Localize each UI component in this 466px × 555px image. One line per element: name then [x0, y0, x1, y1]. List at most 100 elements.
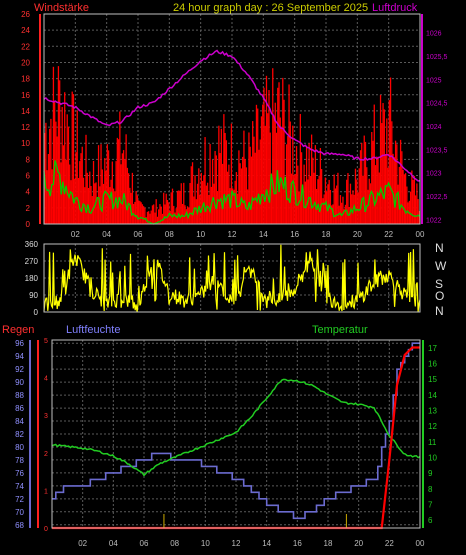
wind-bar — [143, 206, 145, 224]
wind-bar — [388, 100, 390, 224]
wind-bar — [260, 116, 263, 224]
wind-bar — [110, 179, 112, 224]
wind-bar — [114, 191, 116, 224]
humidity-tick-label: 78 — [15, 456, 24, 465]
wind-bar — [209, 143, 211, 224]
wind-bar — [396, 144, 398, 224]
wind-bar — [70, 180, 72, 224]
temperature-tick-label: 16 — [428, 360, 437, 369]
wind-bar — [313, 172, 315, 224]
humidity-tick-label: 94 — [15, 352, 24, 361]
wind-bar — [120, 164, 122, 224]
wind-bar — [149, 213, 151, 224]
wind-bar — [97, 145, 100, 224]
rain-tick-label: 4 — [44, 376, 48, 383]
wind-bar — [111, 161, 113, 224]
y-tick-label-left: 26 — [21, 10, 30, 19]
wind-bar — [418, 211, 421, 224]
wind-bar — [282, 77, 284, 224]
temperature-tick-label: 15 — [428, 375, 437, 384]
wind-bar — [413, 175, 416, 224]
wind-bar — [206, 182, 209, 224]
wind-bar — [215, 155, 218, 224]
y-tick-label-right: 1022,5 — [426, 194, 448, 201]
wind-bar — [253, 136, 255, 224]
wind-bar — [327, 184, 329, 224]
wind-bar — [411, 170, 413, 224]
wind-bar — [117, 139, 120, 224]
wind-bar — [178, 190, 180, 224]
wind-bar — [367, 189, 369, 224]
humidity-line — [52, 342, 420, 520]
wind-bar — [354, 168, 357, 224]
wind-bar — [317, 179, 319, 224]
wind-bar — [352, 190, 354, 224]
wind-bar — [219, 153, 221, 224]
wind-bar — [414, 195, 417, 224]
x-tick-label: 20 — [354, 539, 363, 548]
y-tick-label-left: 8 — [26, 155, 31, 164]
wind-bar — [269, 132, 271, 224]
humidity-tick-label: 88 — [15, 391, 24, 400]
wind-bar — [138, 200, 140, 224]
wind-bar — [353, 194, 355, 224]
wind-bar — [198, 168, 200, 224]
wind-bar — [387, 167, 389, 224]
wind-bar — [374, 165, 377, 224]
wind-bar — [107, 150, 110, 224]
wind-bar — [46, 170, 48, 224]
wind-bar — [148, 211, 150, 224]
wind-bar — [239, 163, 241, 224]
humidity-tick-label: 86 — [15, 404, 24, 413]
temperature-tick-label: 17 — [428, 344, 437, 353]
wind-bar — [328, 179, 330, 224]
rain-tick-label: 3 — [44, 413, 48, 420]
wind-bar — [320, 169, 323, 224]
wind-bar — [159, 204, 161, 224]
compass-o: O — [435, 289, 444, 303]
wind-bar — [263, 87, 265, 225]
wind-bar — [194, 175, 196, 224]
wind-bar — [305, 146, 308, 224]
wind-bar — [337, 172, 339, 224]
wind-bar — [119, 111, 121, 224]
wind-bar — [344, 204, 347, 224]
wind-bar — [174, 212, 176, 224]
y-tick-label-left: 180 — [25, 274, 39, 283]
y-tick-label-left: 90 — [29, 291, 38, 300]
wind-bar — [238, 150, 240, 224]
wind-bar — [45, 122, 47, 224]
wind-bar — [341, 202, 343, 224]
wind-bar — [179, 190, 181, 224]
y-tick-label-left: 10 — [21, 139, 30, 148]
wind-bar — [165, 193, 167, 224]
wind-bar — [318, 175, 320, 224]
temperature-tick-label: 9 — [428, 469, 433, 478]
wind-axis-title: Windstärke — [34, 2, 89, 14]
wind-bar — [233, 189, 235, 224]
y-tick-label-left: 14 — [21, 107, 30, 116]
wind-bar — [336, 185, 338, 224]
compass-n-bottom: N — [435, 304, 444, 318]
wind-bar — [80, 153, 82, 224]
wind-bar — [303, 164, 305, 224]
wind-bar — [234, 180, 236, 224]
wind-bar — [225, 140, 228, 224]
wind-bar — [115, 161, 117, 224]
wind-bar — [134, 201, 136, 224]
wind-bar — [403, 174, 406, 224]
wind-chart-series — [43, 49, 421, 225]
x-tick-label: 00 — [416, 539, 425, 548]
y-tick-label-right: 1022 — [426, 217, 442, 224]
wind-bar — [101, 169, 103, 224]
frame — [43, 13, 421, 225]
wind-bar — [49, 128, 51, 224]
y-tick-label-left: 18 — [21, 75, 30, 84]
wind-bar — [160, 206, 162, 224]
y-tick-label-left: 360 — [25, 240, 39, 249]
wind-bar — [180, 183, 182, 224]
wind-bar — [71, 91, 73, 225]
wind-bar — [140, 202, 142, 224]
wind-bar — [259, 139, 261, 224]
x-tick-label: 00 — [416, 230, 425, 239]
